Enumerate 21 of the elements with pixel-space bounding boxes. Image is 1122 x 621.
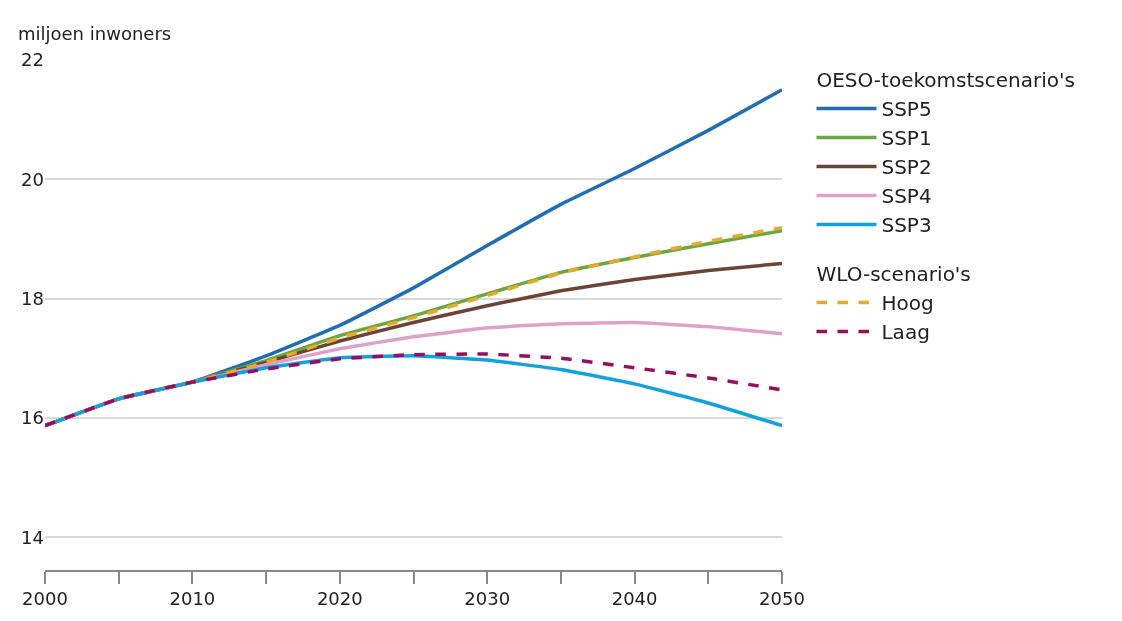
x-tick-label: 2000 xyxy=(22,588,68,610)
text: WLO-scenario's xyxy=(816,262,971,287)
y-tick-label: 18 xyxy=(21,287,44,309)
legend-label: SSP1 xyxy=(881,126,932,151)
legend-label: SSP3 xyxy=(881,213,932,238)
legend-label: Hoog xyxy=(881,291,934,316)
y-tick-label: 20 xyxy=(21,168,44,190)
y-axis-title: miljoen inwoners xyxy=(18,23,172,44)
x-tick-label: 2020 xyxy=(316,588,363,610)
y-tick-label: 14 xyxy=(21,526,44,548)
x-tick-label: 2030 xyxy=(464,588,511,610)
text: OESO-toekomstscenario's xyxy=(816,68,1075,93)
x-tick-label: 2050 xyxy=(759,588,805,610)
y-tick-label: 22 xyxy=(21,49,44,71)
legend-label: SSP5 xyxy=(881,97,932,122)
legend-label: SSP4 xyxy=(881,184,932,209)
y-tick-label: 16 xyxy=(21,407,44,429)
x-tick-label: 2040 xyxy=(611,588,658,610)
legend-label: Laag xyxy=(881,320,930,345)
legend-label: SSP2 xyxy=(881,155,932,180)
x-tick-label: 2010 xyxy=(169,588,216,610)
